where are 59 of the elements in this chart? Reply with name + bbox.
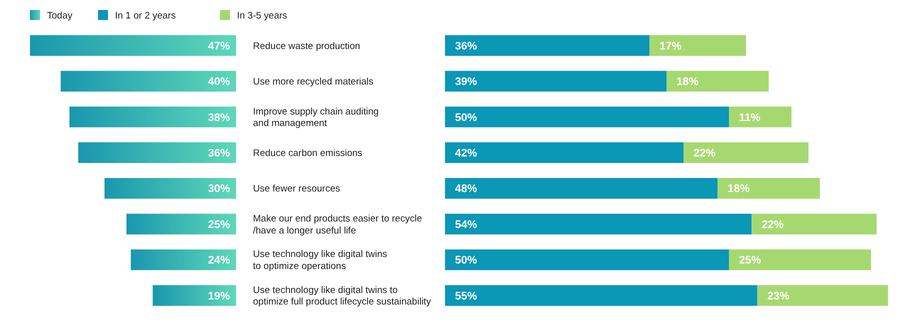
bar [104,178,236,199]
legend-label: Today [47,10,73,22]
y-tick-label: Use technology like digital twins to optimize operations [253,249,388,272]
bar [126,214,236,234]
y-tick-label: Use technology like digital twins to optimize full product lifecycle sustainability [253,284,432,308]
bar [445,35,650,56]
bar [30,35,236,56]
bar [649,35,746,56]
bar [684,142,808,163]
y-tick-label: Improve supply chain auditing and management [253,106,379,130]
data-label: 18% [676,76,699,88]
bar [78,142,236,163]
y-tick-label: Make our end products easier to recycle /have a longer useful life [253,213,422,236]
data-label: 22% [762,218,784,231]
y-tick-label: Use more recycled materials [253,76,374,88]
data-label: 24% [208,254,230,267]
bar [152,285,236,306]
data-label: 25% [738,254,762,267]
data-label: 25% [208,218,230,231]
data-label: 42% [455,147,478,160]
bar [728,106,792,128]
data-label: 50% [455,112,478,124]
bar [728,249,871,270]
bar [445,285,758,306]
legend-label: In 1 or 2 years [115,10,176,22]
data-label: 30% [208,183,230,196]
data-label: 17% [659,40,682,52]
bar [445,142,684,163]
bar [445,106,729,128]
data-label: 23% [767,290,790,302]
bar [445,178,718,199]
data-label: 22% [694,147,716,160]
data-label: 55% [455,290,478,302]
legend-label: In 3-5 years [237,10,288,22]
data-label: 36% [455,40,478,52]
bar [130,249,236,270]
bar [445,249,729,270]
data-label: 47% [208,40,230,52]
bar [666,70,769,92]
y-tick-label: Reduce waste production [253,40,360,52]
bar [445,214,752,234]
data-label: 11% [738,112,761,124]
bar [69,106,236,128]
data-label: 40% [208,76,230,88]
bar [752,214,877,234]
y-tick-label: Reduce carbon emissions [253,148,363,159]
y-tick-label: Use fewer resources [253,184,340,195]
bar [445,70,666,92]
bar [757,285,888,306]
data-label: 54% [455,218,478,231]
bar [718,178,820,199]
data-label: 48% [455,183,478,196]
data-label: 18% [728,183,750,196]
data-label: 36% [208,147,230,160]
data-label: 39% [455,76,478,88]
data-label: 50% [455,254,478,267]
data-label: 38% [208,112,230,124]
bar [60,70,236,92]
data-label: 19% [208,290,230,302]
